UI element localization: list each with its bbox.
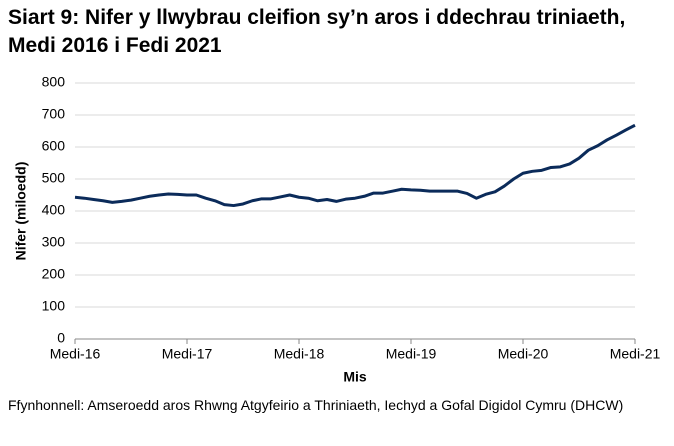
y-tick-label: 0 bbox=[57, 330, 65, 346]
data-line bbox=[74, 123, 636, 208]
x-tick-label: Medi-20 bbox=[498, 346, 549, 362]
y-tick-label: 100 bbox=[42, 298, 66, 314]
x-tick-label: Medi-21 bbox=[610, 346, 661, 362]
y-tick-label: 200 bbox=[42, 266, 66, 282]
x-tick-label: Medi-18 bbox=[274, 346, 325, 362]
x-tick-label: Medi-17 bbox=[162, 346, 213, 362]
x-axis-label: Mis bbox=[343, 369, 367, 385]
x-tick-label: Medi-19 bbox=[386, 346, 437, 362]
y-tick-label: 700 bbox=[42, 106, 66, 122]
x-tick-label: Medi-16 bbox=[50, 346, 101, 362]
source-note: Ffynhonnell: Amseroedd aros Rhwng Atgyfe… bbox=[8, 397, 624, 413]
y-tick-label: 600 bbox=[42, 138, 66, 154]
y-tick-label: 800 bbox=[42, 74, 66, 90]
y-tick-label: 500 bbox=[42, 170, 66, 186]
chart-title: Siart 9: Nifer y llwybrau cleifion sy’n … bbox=[8, 6, 626, 57]
y-tick-label: 400 bbox=[42, 202, 66, 218]
y-axis-label: Nifer (miloedd) bbox=[13, 162, 29, 261]
y-tick-label: 300 bbox=[42, 234, 66, 250]
